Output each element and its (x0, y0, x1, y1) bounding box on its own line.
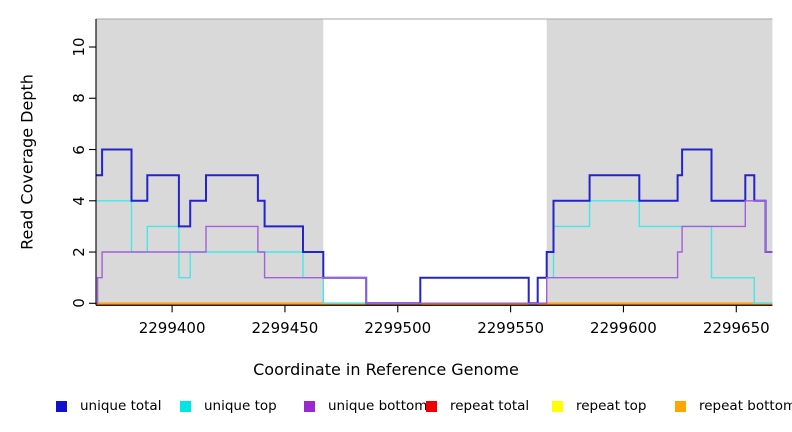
x-tick-label: 2299600 (590, 319, 657, 337)
x-axis-label: Coordinate in Reference Genome (253, 360, 519, 379)
legend-item-repeat-top: repeat top (552, 396, 646, 416)
y-tick-label: 0 (70, 298, 88, 309)
legend-swatch (304, 400, 315, 412)
x-tick-label: 2299550 (477, 319, 545, 337)
legend-label: unique bottom (328, 398, 428, 414)
legend-label: repeat bottom (699, 398, 792, 414)
shaded-region (96, 19, 324, 305)
y-tick-label: 10 (70, 37, 88, 57)
legend-item-unique-top: unique top (180, 396, 277, 416)
legend-item-repeat-bottom: repeat bottom (675, 396, 792, 416)
y-tick-label: 2 (70, 247, 88, 257)
legend-item-repeat-total: repeat total (426, 396, 529, 416)
series-line-unique-bottom (96, 200, 773, 304)
legend-swatch (552, 400, 563, 412)
y-tick-label: 4 (70, 195, 88, 206)
legend-item-unique-total: unique total (56, 396, 161, 416)
legend-swatch (675, 400, 686, 412)
shaded-region (546, 19, 773, 305)
x-tick-label: 2299650 (702, 319, 770, 337)
y-axis-label: Read Coverage Depth (17, 74, 37, 250)
series-line-unique-total (96, 148, 773, 305)
legend-swatch (180, 400, 191, 412)
legend-swatch (56, 400, 67, 412)
x-tick-label: 2299450 (251, 319, 319, 337)
x-tick-label: 2299500 (364, 319, 432, 337)
legend-item-unique-bottom: unique bottom (304, 396, 427, 416)
legend-swatch (426, 400, 437, 412)
y-tick-label: 6 (70, 144, 88, 155)
x-tick-label: 2299400 (138, 319, 206, 337)
legend-label: unique total (80, 398, 162, 414)
y-tick-label: 8 (70, 93, 88, 104)
legend-label: unique top (204, 398, 277, 414)
legend-label: repeat top (576, 398, 647, 414)
legend-label: repeat total (450, 398, 530, 414)
